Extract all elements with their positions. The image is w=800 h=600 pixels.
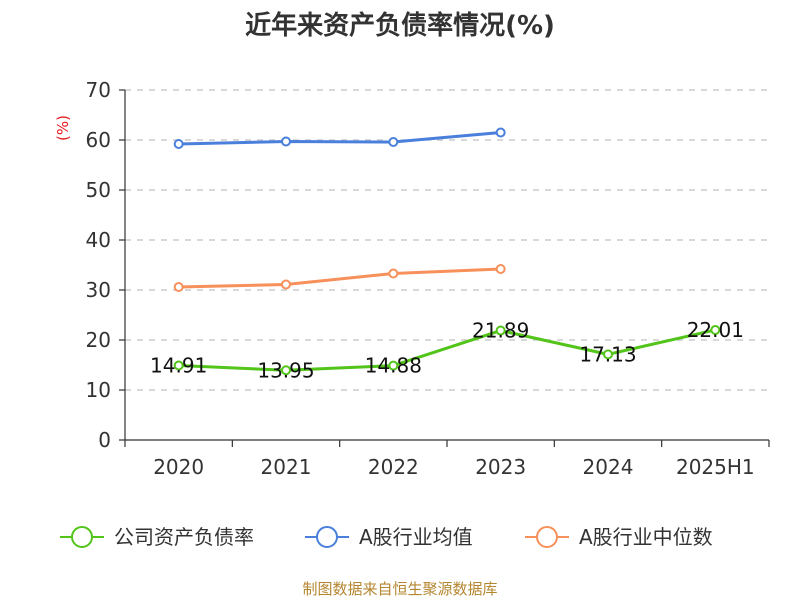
legend[interactable]: 公司资产负债率 A股行业均值 A股行业中位数 — [60, 525, 713, 549]
legend-label: A股行业中位数 — [579, 525, 713, 549]
series-line — [178, 328, 716, 372]
y-tick-label: 50 — [86, 178, 111, 202]
y-tick-labels: 0 10 20 30 40 50 60 70 — [86, 78, 111, 452]
y-tick-label: 70 — [86, 78, 111, 102]
data-label: 14.91 — [150, 353, 207, 377]
legend-label: A股行业均值 — [359, 525, 473, 549]
data-label: 17.13 — [579, 342, 636, 366]
chart-title: 近年来资产负债率情况(%) — [245, 10, 555, 41]
data-point[interactable] — [495, 264, 506, 274]
data-label: 21.89 — [472, 319, 529, 343]
data-label: 13.95 — [257, 358, 314, 382]
series-group — [173, 127, 721, 376]
data-point[interactable] — [388, 360, 399, 371]
data-point[interactable] — [603, 349, 613, 360]
data-labels: 14.91 13.95 14.88 21.89 17.13 22.01 — [150, 318, 744, 382]
data-point[interactable] — [495, 325, 506, 336]
data-point[interactable] — [710, 324, 721, 335]
y-tick-label: 40 — [86, 228, 111, 252]
x-tick-label: 2022 — [368, 455, 419, 479]
legend-item[interactable]: A股行业均值 — [305, 525, 473, 549]
data-point[interactable] — [173, 282, 184, 292]
y-tick-label: 20 — [86, 328, 111, 352]
legend-label: 公司资产负债率 — [114, 525, 254, 549]
data-point[interactable] — [281, 365, 291, 376]
data-point[interactable] — [173, 139, 184, 149]
legend-item[interactable]: 公司资产负债率 — [60, 525, 254, 549]
gridlines — [125, 89, 769, 391]
series-line — [178, 267, 501, 289]
x-tick-label: 2023 — [475, 455, 526, 479]
data-point[interactable] — [281, 279, 291, 290]
x-tick-labels: 2020 2021 2022 2023 2024 2025H1 — [153, 455, 754, 479]
y-tick-label: 60 — [86, 128, 111, 152]
data-point[interactable] — [495, 127, 506, 138]
axes — [119, 89, 770, 447]
source-note: 制图数据来自恒生聚源数据库 — [302, 580, 497, 598]
data-label: 14.88 — [365, 354, 422, 378]
y-tick-label: 0 — [98, 428, 111, 452]
x-tick-label: 2021 — [261, 455, 312, 479]
y-tick-label: 10 — [86, 378, 111, 402]
data-point[interactable] — [388, 268, 399, 279]
x-tick-label: 2024 — [583, 455, 634, 479]
y-axis-label: (%) — [54, 115, 72, 141]
legend-marker — [316, 526, 338, 548]
legend-item[interactable]: A股行业中位数 — [525, 525, 713, 549]
y-tick-label: 30 — [86, 278, 111, 302]
legend-marker — [71, 526, 93, 548]
data-point[interactable] — [173, 360, 184, 371]
x-tick-label: 2020 — [153, 455, 204, 479]
data-point[interactable] — [388, 137, 399, 147]
x-tick-label: 2025H1 — [676, 455, 755, 479]
data-point[interactable] — [281, 136, 291, 147]
series-line — [178, 131, 501, 146]
data-label: 22.01 — [687, 318, 744, 342]
legend-marker — [536, 526, 558, 548]
